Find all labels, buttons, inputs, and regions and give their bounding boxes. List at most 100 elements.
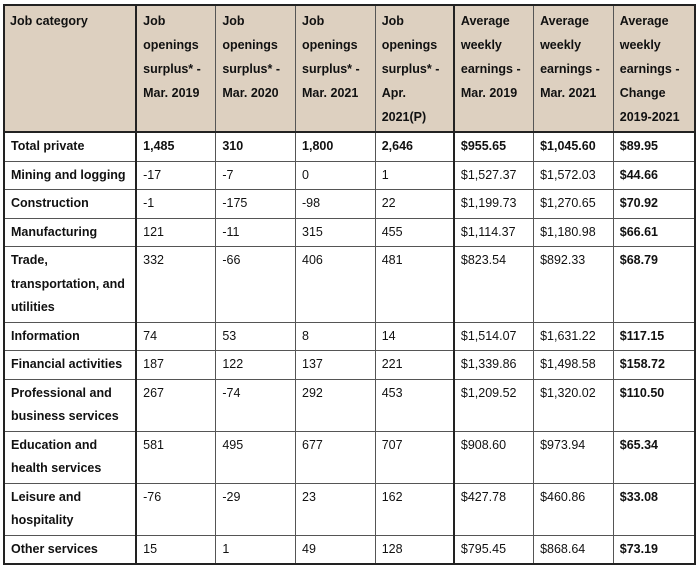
- cell-earnings-2021: $1,270.65: [533, 189, 614, 219]
- cell-earnings-2021: $1,631.22: [533, 321, 614, 351]
- row-category: Other services: [3, 534, 138, 565]
- cell-earnings-2021: $892.33: [533, 246, 614, 323]
- cell-surplus-2021: 677: [295, 430, 376, 484]
- cell-surplus-2021: -98: [295, 189, 376, 219]
- header-surplus-mar-2021: Job openings surplus* - Mar. 2021: [295, 4, 376, 133]
- header-surplus-apr-2021: Job openings surplus* - Apr. 2021(P): [374, 4, 455, 133]
- header-earnings-mar-2019: Average weekly earnings - Mar. 2019: [453, 4, 535, 133]
- cell-earnings-2021: $460.86: [533, 482, 614, 536]
- cell-earnings-2019: $823.54: [453, 246, 535, 323]
- cell-surplus-2020: 495: [215, 430, 297, 484]
- cell-surplus-2019: 332: [135, 246, 217, 323]
- cell-earnings-2019: $427.78: [453, 482, 535, 536]
- table-row: Information 74 53 8 14 $1,514.07 $1,631.…: [3, 321, 696, 351]
- cell-surplus-apr-2021: 14: [374, 321, 455, 351]
- cell-surplus-2019: 187: [135, 350, 217, 380]
- cell-surplus-2020: -74: [215, 378, 297, 432]
- cell-surplus-2020: 310: [215, 131, 297, 162]
- cell-surplus-2020: -66: [215, 246, 297, 323]
- cell-surplus-2019: 15: [135, 534, 217, 565]
- table-row: Total private 1,485 310 1,800 2,646 $955…: [3, 131, 696, 162]
- cell-surplus-2019: 267: [135, 378, 217, 432]
- cell-surplus-2019: 74: [135, 321, 217, 351]
- job-openings-earnings-table: Job category Job openings surplus* - Mar…: [3, 4, 696, 565]
- cell-earnings-2019: $1,527.37: [453, 160, 535, 190]
- header-job-category: Job category: [3, 4, 138, 133]
- table-row: Other services 15 1 49 128 $795.45 $868.…: [3, 534, 696, 565]
- cell-earnings-2021: $973.94: [533, 430, 614, 484]
- row-category: Mining and logging: [3, 160, 138, 190]
- cell-surplus-2019: 1,485: [135, 131, 217, 162]
- cell-earnings-change: $89.95: [612, 131, 696, 162]
- cell-surplus-apr-2021: 2,646: [374, 131, 455, 162]
- cell-surplus-2021: 137: [295, 350, 376, 380]
- cell-surplus-apr-2021: 221: [374, 350, 455, 380]
- cell-surplus-2020: -7: [215, 160, 297, 190]
- cell-earnings-change: $117.15: [612, 321, 696, 351]
- cell-surplus-2019: -1: [135, 189, 217, 219]
- cell-surplus-2021: 406: [295, 246, 376, 323]
- header-row: Job category Job openings surplus* - Mar…: [3, 4, 696, 133]
- cell-surplus-2020: 53: [215, 321, 297, 351]
- table-row: Education and health services 581 495 67…: [3, 430, 696, 484]
- row-category: Total private: [3, 131, 138, 162]
- cell-earnings-change: $66.61: [612, 217, 696, 247]
- cell-surplus-2020: -29: [215, 482, 297, 536]
- cell-surplus-2021: 292: [295, 378, 376, 432]
- table-row: Manufacturing 121 -11 315 455 $1,114.37 …: [3, 217, 696, 247]
- cell-surplus-2020: -175: [215, 189, 297, 219]
- cell-earnings-2019: $1,339.86: [453, 350, 535, 380]
- row-category: Manufacturing: [3, 217, 138, 247]
- cell-surplus-apr-2021: 128: [374, 534, 455, 565]
- cell-surplus-apr-2021: 1: [374, 160, 455, 190]
- cell-earnings-2021: $1,572.03: [533, 160, 614, 190]
- cell-earnings-change: $65.34: [612, 430, 696, 484]
- cell-earnings-2019: $1,199.73: [453, 189, 535, 219]
- cell-earnings-2019: $1,209.52: [453, 378, 535, 432]
- row-category: Construction: [3, 189, 138, 219]
- cell-surplus-2019: -17: [135, 160, 217, 190]
- header-earnings-change: Average weekly earnings - Change 2019-20…: [612, 4, 696, 133]
- cell-earnings-2019: $955.65: [453, 131, 535, 162]
- row-category: Professional and business services: [3, 378, 138, 432]
- cell-surplus-2019: 121: [135, 217, 217, 247]
- cell-earnings-change: $70.92: [612, 189, 696, 219]
- cell-surplus-2020: -11: [215, 217, 297, 247]
- cell-earnings-2021: $1,320.02: [533, 378, 614, 432]
- cell-surplus-2021: 0: [295, 160, 376, 190]
- cell-surplus-2019: -76: [135, 482, 217, 536]
- header-earnings-mar-2021: Average weekly earnings - Mar. 2021: [533, 4, 614, 133]
- row-category: Information: [3, 321, 138, 351]
- cell-earnings-2019: $1,114.37: [453, 217, 535, 247]
- cell-earnings-2019: $908.60: [453, 430, 535, 484]
- cell-earnings-change: $44.66: [612, 160, 696, 190]
- table-row: Professional and business services 267 -…: [3, 378, 696, 432]
- row-category: Financial activities: [3, 350, 138, 380]
- cell-earnings-change: $68.79: [612, 246, 696, 323]
- cell-surplus-2019: 581: [135, 430, 217, 484]
- cell-surplus-2021: 315: [295, 217, 376, 247]
- cell-earnings-2021: $1,498.58: [533, 350, 614, 380]
- table-row: Trade, transportation, and utilities 332…: [3, 246, 696, 323]
- cell-surplus-apr-2021: 481: [374, 246, 455, 323]
- row-category: Leisure and hospitality: [3, 482, 138, 536]
- cell-earnings-change: $158.72: [612, 350, 696, 380]
- cell-surplus-2020: 122: [215, 350, 297, 380]
- row-category: Education and health services: [3, 430, 138, 484]
- cell-earnings-2021: $1,180.98: [533, 217, 614, 247]
- cell-surplus-apr-2021: 455: [374, 217, 455, 247]
- cell-earnings-change: $73.19: [612, 534, 696, 565]
- table-row: Construction -1 -175 -98 22 $1,199.73 $1…: [3, 189, 696, 219]
- cell-earnings-change: $33.08: [612, 482, 696, 536]
- row-category: Trade, transportation, and utilities: [3, 246, 138, 323]
- cell-surplus-apr-2021: 22: [374, 189, 455, 219]
- cell-surplus-2021: 1,800: [295, 131, 376, 162]
- header-surplus-mar-2019: Job openings surplus* - Mar. 2019: [135, 4, 217, 133]
- cell-surplus-2021: 23: [295, 482, 376, 536]
- cell-surplus-apr-2021: 162: [374, 482, 455, 536]
- cell-surplus-2021: 49: [295, 534, 376, 565]
- table-row: Mining and logging -17 -7 0 1 $1,527.37 …: [3, 160, 696, 190]
- table-row: Financial activities 187 122 137 221 $1,…: [3, 350, 696, 380]
- cell-earnings-2021: $868.64: [533, 534, 614, 565]
